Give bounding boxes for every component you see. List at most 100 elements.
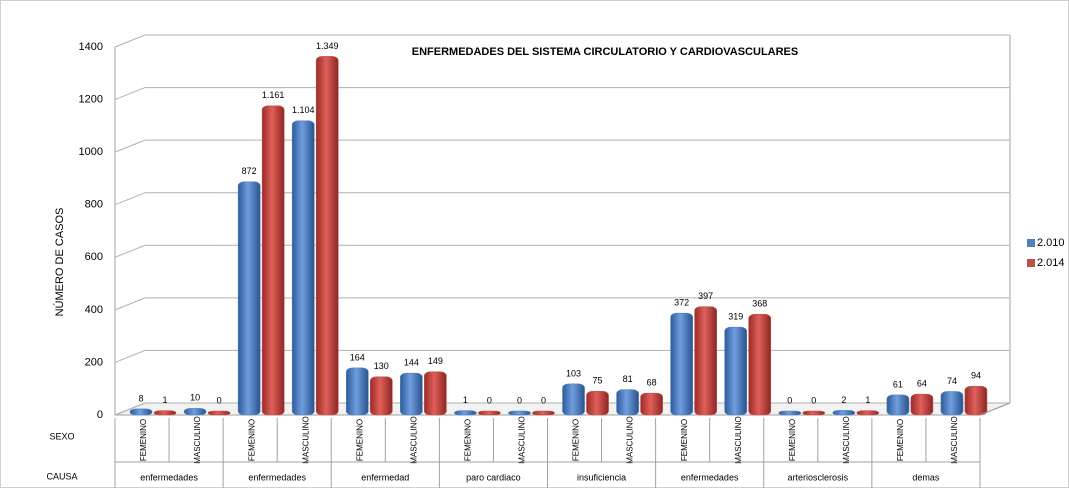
y-tick-label: 1200 [79, 93, 103, 105]
y-tick-label: 400 [85, 304, 103, 316]
bar [454, 410, 477, 416]
bar [886, 394, 910, 416]
data-label: 81 [623, 374, 633, 384]
x-tick-label: FEMENINO [896, 419, 905, 461]
data-label: 2 [841, 395, 846, 405]
x-tick-label: MASCULINO [842, 416, 851, 464]
data-label: 144 [404, 358, 419, 368]
bar [345, 367, 369, 416]
x-tick-label: MASCULINO [626, 416, 635, 464]
data-label: 149 [428, 356, 443, 366]
grid-line [114, 244, 1010, 258]
x-tick-label: FEMENINO [572, 419, 581, 461]
data-label: 0 [217, 395, 222, 405]
grid-line [114, 297, 1010, 311]
y-tick-label: 1400 [79, 41, 103, 53]
bar [153, 410, 177, 416]
data-label: 164 [350, 352, 365, 362]
data-label: 130 [374, 361, 389, 371]
data-label: 10 [190, 393, 200, 403]
y-tick-label: 0 [97, 409, 103, 421]
grid-line [114, 139, 1010, 153]
grid-line [114, 192, 1010, 206]
data-label: 872 [242, 166, 257, 176]
bar [400, 372, 423, 416]
data-label: 0 [811, 395, 816, 405]
legend-label: 2.010 [1037, 237, 1065, 249]
data-label: 1 [163, 395, 168, 405]
chart-title: ENFERMEDADES DEL SISTEMA CIRCULATORIO Y … [412, 46, 798, 58]
bar [562, 383, 585, 416]
x-tick-label: FEMENINO [247, 419, 256, 461]
data-label: 319 [728, 312, 743, 322]
data-label: 94 [971, 371, 981, 381]
data-label: 103 [566, 368, 581, 378]
bar [183, 408, 207, 416]
bar [207, 410, 231, 416]
x-tick-label: FEMENINO [680, 419, 689, 461]
row-label: CAUSA [46, 471, 77, 481]
bar [670, 312, 693, 416]
axis-edge [979, 402, 1011, 416]
data-label: 1.161 [262, 90, 285, 100]
data-label: 1.349 [316, 41, 339, 51]
x-tick-label: MASCULINO [193, 416, 202, 464]
cause-label: enfermedades [140, 472, 198, 482]
bar [291, 120, 315, 416]
x-tick-label: MASCULINO [409, 416, 418, 464]
bar [315, 56, 339, 416]
bar [748, 313, 772, 416]
cause-label: enfermedad [361, 472, 409, 482]
bar [694, 306, 717, 416]
bar [964, 385, 988, 416]
bar [640, 392, 663, 416]
bar [910, 393, 934, 416]
cause-label: paro cardiaco [466, 472, 521, 482]
bar [369, 376, 393, 416]
data-label: 0 [541, 395, 546, 405]
bar [940, 391, 964, 416]
legend-swatch [1027, 239, 1035, 247]
data-label: 1.104 [292, 105, 315, 115]
data-label: 1 [865, 395, 870, 405]
cause-label: enfermedades [248, 472, 306, 482]
data-label: 0 [517, 395, 522, 405]
data-label: 75 [593, 376, 603, 386]
y-tick-label: 1000 [79, 146, 103, 158]
legend-label: 2.014 [1037, 257, 1065, 269]
x-tick-label: MASCULINO [950, 416, 959, 464]
grid-line [114, 34, 1010, 48]
x-tick-label: FEMENINO [788, 419, 797, 461]
bar [261, 105, 285, 416]
grid-line [114, 87, 1010, 101]
bar [129, 408, 153, 416]
x-tick-label: MASCULINO [734, 416, 743, 464]
data-label: 372 [674, 298, 689, 308]
legend-swatch [1027, 259, 1035, 267]
data-label: 68 [647, 378, 657, 388]
data-label: 0 [787, 395, 792, 405]
y-axis-label: NÚMERO DE CASOS [53, 208, 66, 317]
bar [616, 389, 639, 416]
data-label: 368 [752, 299, 767, 309]
data-label: 397 [698, 291, 713, 301]
bar [586, 390, 609, 416]
bar [778, 410, 802, 416]
bar [532, 410, 555, 416]
bar [802, 410, 826, 416]
cause-label: enfermedades [681, 472, 739, 482]
data-label: 0 [487, 395, 492, 405]
grid-line [114, 402, 1010, 416]
x-tick-label: FEMENINO [464, 419, 473, 461]
cause-label: arteriosclerosis [788, 472, 849, 482]
bar [508, 410, 531, 416]
x-tick-label: FEMENINO [355, 419, 364, 461]
cause-label: demas [912, 472, 940, 482]
data-label: 61 [893, 379, 903, 389]
x-tick-label: FEMENINO [139, 419, 148, 461]
data-label: 1 [463, 395, 468, 405]
y-tick-label: 800 [85, 199, 103, 211]
row-label: SEXO [49, 431, 74, 441]
bar [832, 410, 856, 416]
